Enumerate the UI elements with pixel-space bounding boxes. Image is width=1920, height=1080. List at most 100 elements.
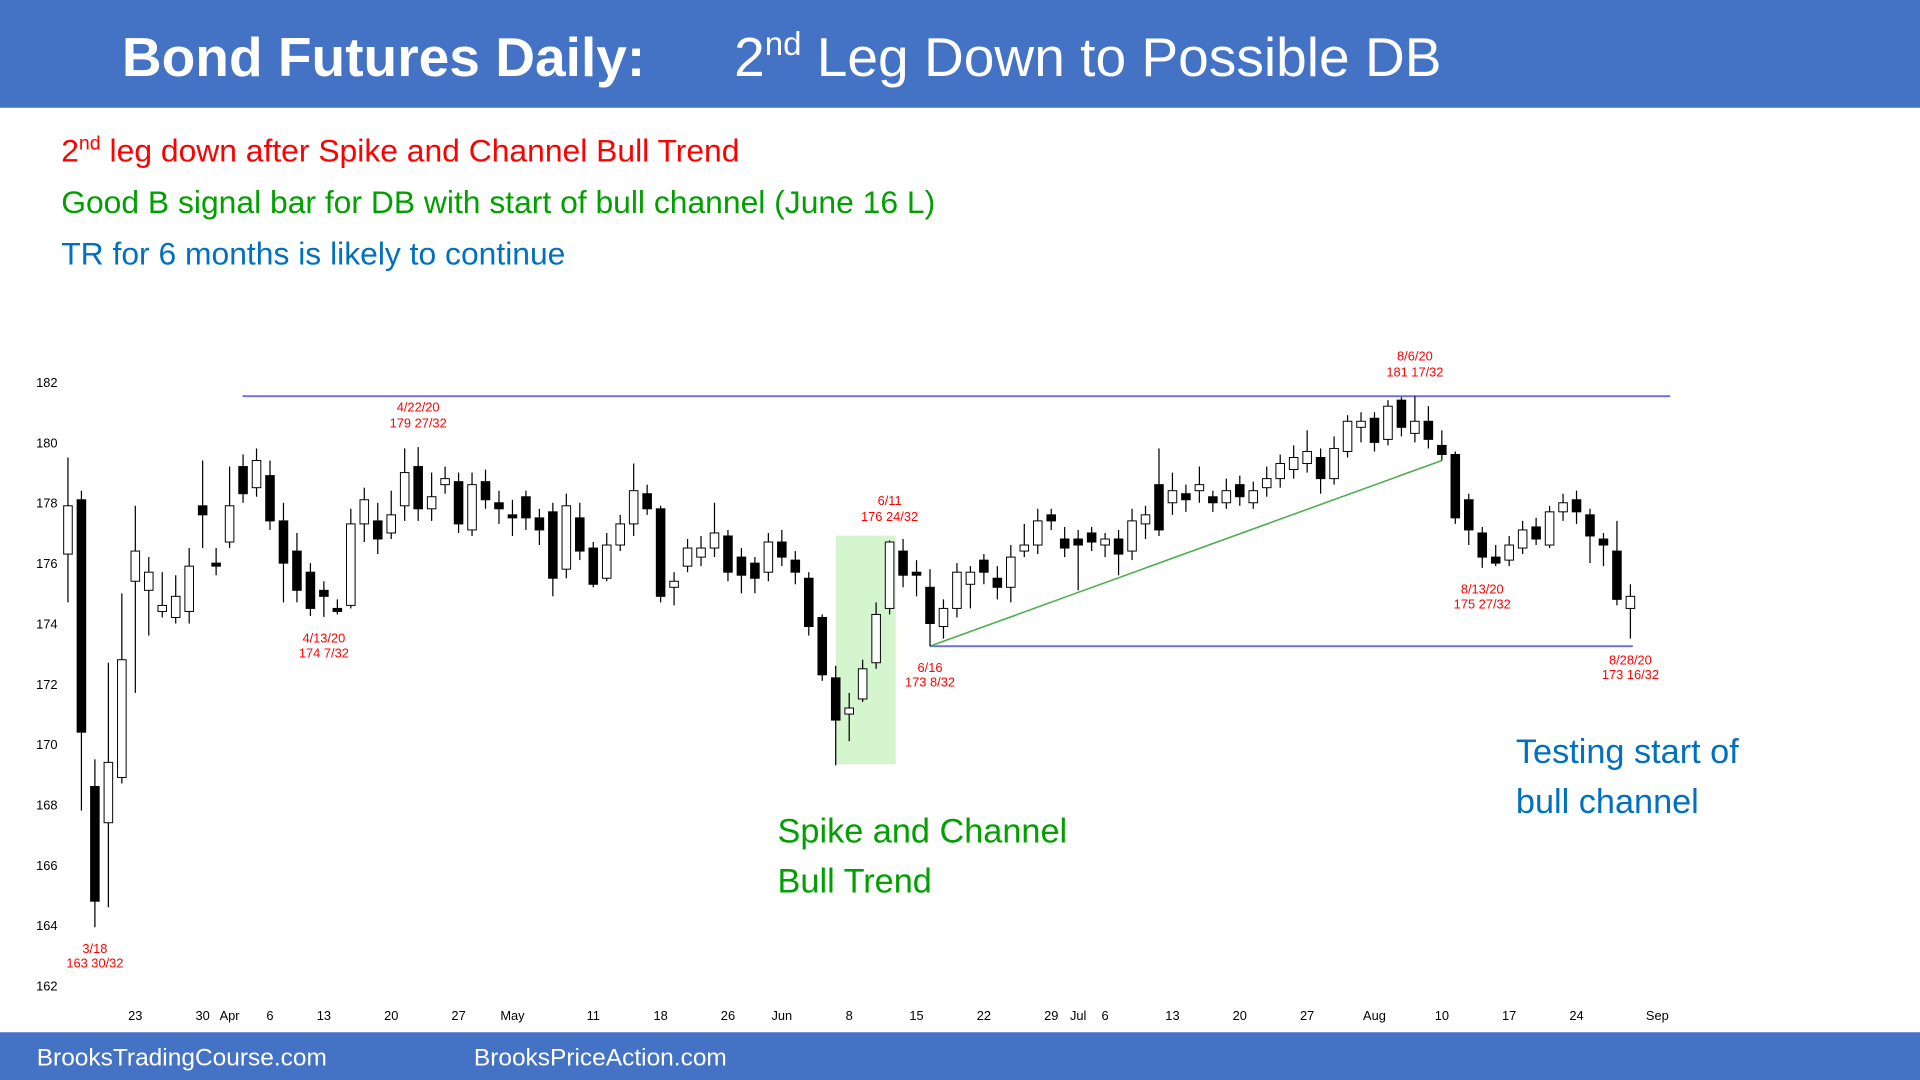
annotation-date: 8/28/20 — [1609, 652, 1652, 667]
candle-body — [130, 550, 141, 582]
candle-body — [1248, 490, 1259, 504]
candle-body — [1100, 538, 1110, 546]
candle-body — [1625, 595, 1636, 609]
candle-body — [1598, 538, 1609, 546]
x-tick-label: 13 — [1165, 1008, 1179, 1023]
title-rest: Leg Down to Possible DB — [801, 26, 1441, 88]
candle-body — [1329, 447, 1339, 480]
x-tick-label: Apr — [220, 1008, 241, 1023]
y-tick-label: 172 — [36, 677, 57, 692]
candle-body — [184, 565, 194, 612]
candle-body — [844, 707, 854, 715]
candle-body — [494, 502, 504, 510]
candle-body — [898, 550, 908, 576]
x-tick-label: 11 — [587, 1008, 600, 1023]
annotation-price: 175 27/32 — [1454, 596, 1511, 611]
candle-body — [1369, 417, 1380, 443]
callout-text: Testing start of — [1516, 733, 1739, 771]
candle-body — [642, 493, 652, 510]
x-tick-label: 13 — [317, 1008, 331, 1023]
callout-text: Spike and Channel — [778, 812, 1068, 850]
x-tick-label: 26 — [721, 1008, 735, 1023]
candle-body — [601, 544, 612, 579]
candle-body — [1450, 453, 1461, 519]
candle-body — [63, 505, 73, 555]
candle-body — [884, 541, 895, 609]
annotation-date: 8/13/20 — [1461, 582, 1504, 597]
candle-body — [655, 508, 666, 597]
title-sup: nd — [765, 26, 802, 63]
candle-body — [211, 562, 221, 567]
x-tick-label: Jul — [1070, 1008, 1086, 1023]
candle-body — [682, 547, 693, 567]
footer-link: BrooksPriceAction.com — [474, 1044, 727, 1071]
candle-body — [144, 571, 154, 591]
candle-body — [615, 523, 625, 546]
note-text: TR for 6 months is likely to continue — [61, 235, 565, 271]
candle-body — [1396, 399, 1407, 428]
candle-body — [1585, 514, 1595, 537]
candle-body — [319, 589, 329, 597]
annotation-date: 8/6/20 — [1397, 349, 1433, 364]
candle-body — [103, 761, 114, 824]
candle-body — [346, 523, 356, 606]
candle-body — [386, 514, 396, 534]
x-tick-label: Aug — [1363, 1008, 1386, 1023]
x-tick-label: 23 — [128, 1008, 142, 1023]
candle-body — [1315, 457, 1326, 480]
y-tick-label: 166 — [36, 858, 57, 873]
x-tick-label: 27 — [1300, 1008, 1314, 1023]
annotation-price: 176 24/32 — [861, 509, 918, 524]
candle-body — [292, 550, 302, 591]
x-tick-label: 24 — [1569, 1008, 1583, 1023]
candle-body — [1086, 532, 1097, 543]
x-tick-label: 17 — [1502, 1008, 1516, 1023]
candle-body — [507, 514, 518, 519]
y-tick-label: 178 — [36, 496, 57, 511]
x-tick-label: 18 — [653, 1008, 667, 1023]
candle-body — [1221, 490, 1232, 504]
candle-body — [1167, 490, 1178, 504]
candle-body — [157, 604, 168, 612]
candle-body — [1275, 463, 1285, 480]
candle-body — [76, 499, 87, 733]
annotation-price: 163 30/32 — [66, 956, 123, 971]
candle-body — [750, 562, 760, 579]
candle-body — [1410, 420, 1420, 434]
note-ordinal: 2 — [61, 133, 79, 169]
candle-body — [238, 466, 248, 495]
candle-body — [1504, 544, 1514, 561]
x-tick-label: 8 — [846, 1008, 853, 1023]
x-tick-label: 29 — [1044, 1008, 1058, 1023]
candle-body — [1571, 499, 1582, 513]
annotation-price: 181 17/32 — [1386, 365, 1443, 380]
candle-body — [588, 547, 599, 585]
footer-bar — [0, 1032, 1920, 1080]
annotation-date: 6/16 — [918, 660, 943, 675]
candle-body — [305, 571, 316, 609]
candle-body — [696, 547, 706, 558]
annotation-date: 6/11 — [878, 493, 902, 508]
y-tick-label: 180 — [36, 435, 57, 450]
note-line: 2nd leg down after Spike and Channel Bul… — [61, 132, 739, 168]
candle-body — [1059, 538, 1070, 549]
x-tick-label: 22 — [977, 1008, 991, 1023]
y-tick-label: 174 — [36, 616, 57, 631]
candle-body — [1302, 450, 1312, 465]
candle-body — [669, 580, 679, 588]
candle-body — [628, 490, 639, 525]
candle-body — [561, 505, 572, 570]
footer-link: BrooksTradingCourse.com — [37, 1044, 327, 1071]
x-tick-label: May — [500, 1008, 525, 1023]
notes: 2nd leg down after Spike and Channel Bul… — [61, 132, 1739, 900]
candle-body — [965, 571, 976, 585]
candle-body — [1140, 514, 1151, 525]
candle-body — [871, 613, 881, 664]
annotation-date: 4/22/20 — [397, 400, 440, 415]
header-bar — [0, 0, 1920, 108]
x-tick-label: 6 — [266, 1008, 273, 1023]
candle-body — [817, 616, 828, 676]
candle-body — [1194, 484, 1205, 492]
annotation-date: 4/13/20 — [302, 631, 345, 646]
